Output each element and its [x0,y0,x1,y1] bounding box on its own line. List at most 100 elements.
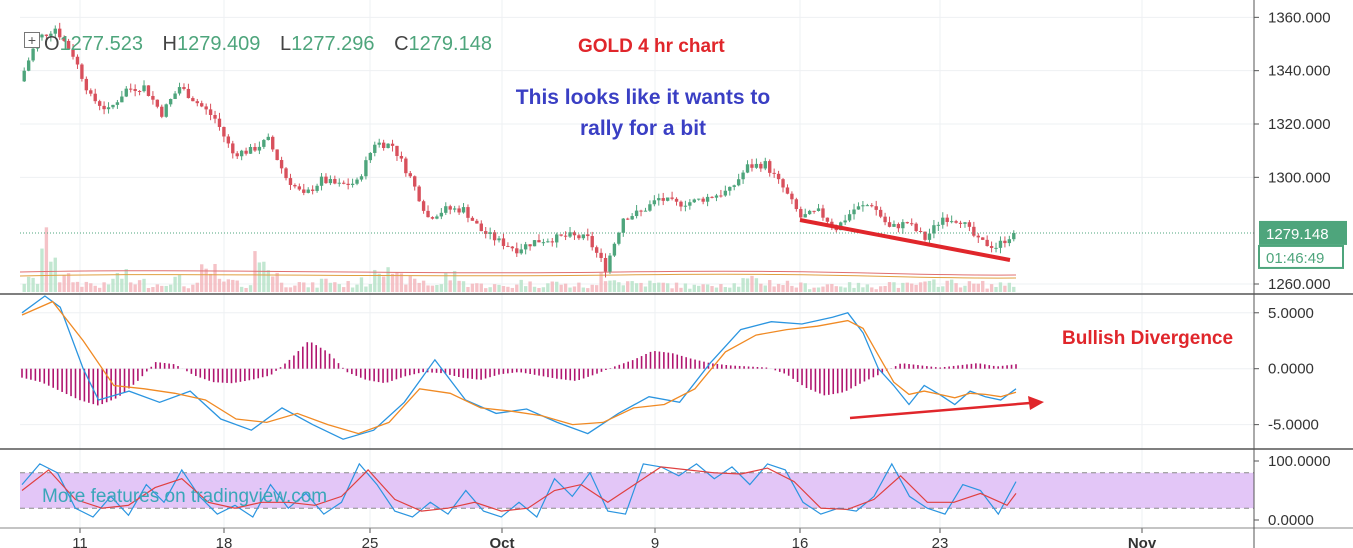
candle-body [972,226,976,236]
volume-bar [754,278,759,292]
expand-icon[interactable]: + [24,32,40,48]
candle-body [741,172,745,180]
volume-bar [293,285,297,292]
volume-bar [519,279,523,292]
volume-bar [692,284,696,292]
candle-body [248,146,253,154]
volume-bar [825,284,830,292]
last-price-label: 1279.148 [1266,226,1329,243]
volume-bar [386,267,390,292]
candle-body [577,235,581,239]
candle-body [723,190,728,196]
candle-body [328,178,333,184]
volume-bar [89,283,93,292]
candle-body [883,216,887,223]
x-tick-label: 18 [216,535,233,548]
volume-bar [555,281,559,292]
candle-body [852,209,856,215]
volume-bar [120,278,124,292]
candle-body [368,152,373,161]
candle-body [448,206,452,210]
annotation-arrows [799,218,1044,420]
candle-body [874,206,878,210]
candle-body [337,182,341,184]
volume-bar [49,261,53,292]
volume-bar [421,280,426,292]
candle-body [359,176,364,180]
candle-body [626,218,630,220]
candle-body [563,235,568,237]
candle-body [963,222,967,224]
candle-body [821,208,825,218]
candle-body [697,198,701,200]
volume-bar [772,286,776,292]
x-tick-label: 25 [362,535,379,548]
candle-body [120,96,124,103]
candle-body [914,223,918,231]
candle-body [395,145,399,156]
candle-body [501,238,506,246]
candle-body [896,224,901,229]
ohlc-close-value: 1279.148 [408,33,492,55]
candle-body [892,224,896,227]
volume-bar [390,273,395,292]
candle-body [768,161,772,173]
volume-bar [936,286,941,292]
volume-bar [80,286,84,292]
volume-bar [599,272,603,292]
candle-body [847,214,852,221]
volume-bar [768,280,772,292]
candle-body [333,178,337,184]
x-tick-label: Nov [1128,535,1157,548]
macd-tick-label: -5.0000 [1268,417,1319,434]
volume-bar [288,287,293,292]
volume-bar [963,285,967,292]
candle-body [364,160,368,177]
candle-body [683,205,688,207]
stochastic-band [20,472,1254,509]
volume-bar [626,281,630,292]
candle-body [488,232,492,234]
candle-body [878,209,883,217]
promo-link[interactable]: More features on tradingview.com [42,486,328,507]
volume-bar [674,282,679,292]
volume-bar [364,286,368,292]
volume-bar [528,281,532,292]
volume-bar [1012,286,1016,292]
annotation-note-line2: rally for a bit [579,117,707,140]
volume-bar [204,268,208,292]
candle-body [688,202,692,206]
candle-body [390,143,395,146]
volume-bar [843,287,847,292]
volume-bar [142,278,146,292]
volume-bar [985,288,989,292]
volume-bar [603,281,608,292]
volume-bar [404,284,408,292]
volume-bar [31,277,35,292]
volume-bar [670,288,674,292]
candle-body [129,88,133,90]
volume-bar [958,287,963,292]
volume-ma-line [19,270,1017,276]
volume-bar [927,280,932,292]
ohlc-high-label: H [162,33,177,55]
candle-body [155,99,160,107]
candle-body [639,210,643,212]
candle-body [244,150,248,154]
candle-body [115,102,120,105]
volume-bar [648,280,652,292]
volume-bar [284,287,288,292]
volume-bar [621,285,625,292]
volume-bar [497,284,501,292]
price-trendline [799,218,1011,262]
candle-body [608,255,612,272]
candle-body [226,136,231,144]
candle-body [146,85,151,96]
volume-bar [532,286,537,292]
candle-body [124,88,128,97]
annotation-note: This looks like it wants to rally for a … [478,82,808,144]
volume-bar [563,283,568,292]
ohlc-high-value: 1279.409 [177,33,261,55]
candle-body [612,243,617,256]
